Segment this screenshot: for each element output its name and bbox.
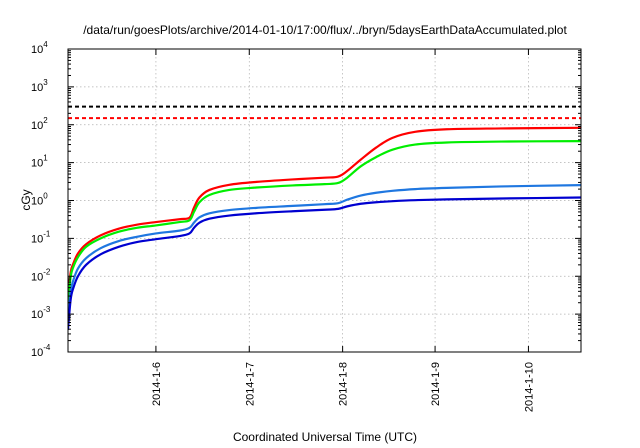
y-tick-label: 100 — [31, 192, 48, 208]
series-layer — [68, 126, 581, 331]
y-tick-label: 102 — [31, 116, 48, 132]
y-tick-labels: 10-4 10-3 10-2 10-1 100 101 102 103 104 — [31, 40, 51, 359]
x-tick-label: 2014-1-7 — [244, 362, 256, 406]
series-line — [68, 184, 581, 322]
threshold-layer — [68, 105, 581, 120]
y-axis-label: cGy — [19, 189, 33, 210]
series-line — [68, 140, 581, 304]
y-tick-label: 101 — [31, 154, 48, 170]
y-tick-label: 104 — [31, 40, 48, 56]
series-line — [68, 126, 581, 298]
grid-layer — [68, 49, 581, 352]
series-line — [68, 196, 581, 331]
y-tick-label: 103 — [31, 78, 48, 94]
x-tick-label: 2014-1-9 — [430, 362, 442, 406]
y-tick-label: 10-1 — [31, 229, 51, 245]
x-tick-label: 2014-1-8 — [338, 362, 350, 406]
x-tick-label: 2014-1-10 — [523, 362, 535, 412]
y-tick-label: 10-2 — [31, 267, 51, 283]
x-tick-labels: 2014-1-6 2014-1-7 2014-1-8 2014-1-9 2014-1-1… — [151, 362, 536, 412]
x-axis-label: Coordinated Universal Time (UTC) — [233, 430, 417, 444]
x-tick-label: 2014-1-6 — [151, 362, 163, 406]
ticks-layer — [68, 48, 581, 353]
chart-title: /data/run/goesPlots/archive/2014-01-10/1… — [83, 23, 567, 37]
y-tick-label: 10-3 — [31, 305, 51, 321]
y-tick-label: 10-4 — [31, 343, 51, 359]
